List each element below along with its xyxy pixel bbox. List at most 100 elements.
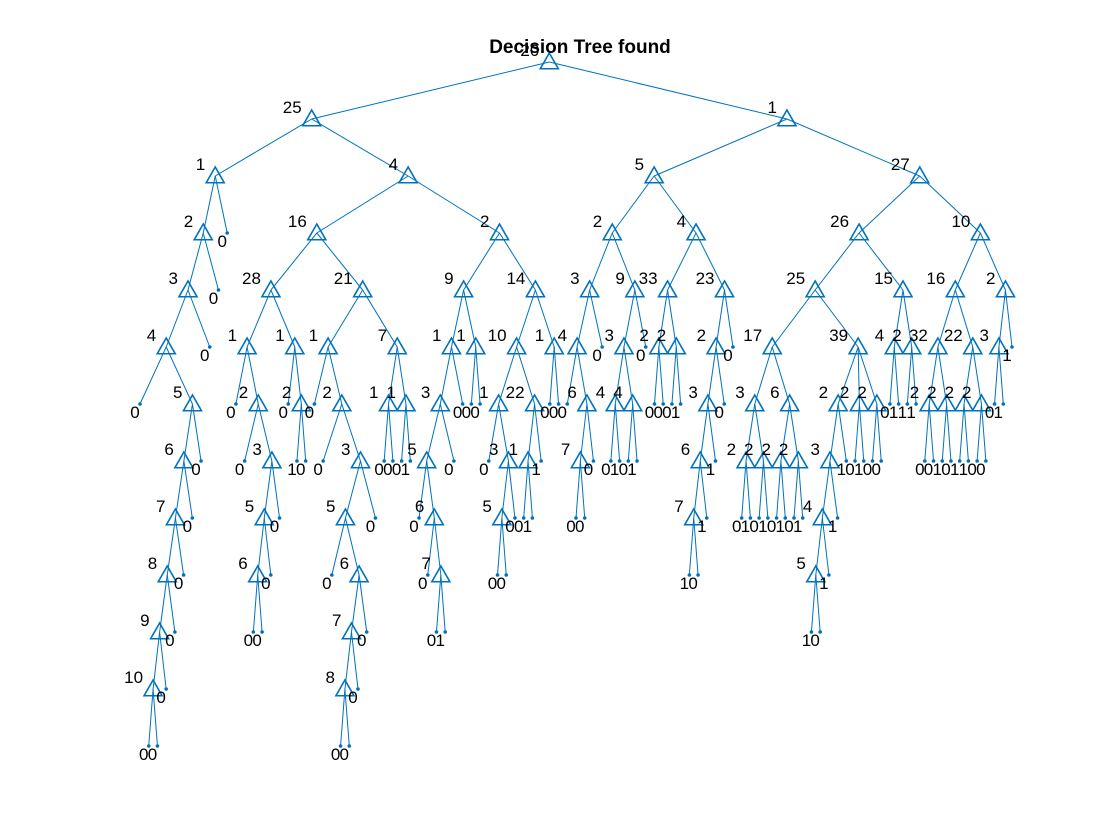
tree-edge bbox=[946, 403, 952, 462]
tree-edge bbox=[837, 403, 847, 462]
decision-node-label: 4 bbox=[596, 383, 605, 402]
tree-edge bbox=[634, 289, 647, 348]
tree-edge bbox=[893, 289, 904, 348]
decision-node-label: 5 bbox=[482, 497, 491, 516]
decision-node-label: 20 bbox=[520, 41, 539, 60]
leaf-node-marker bbox=[966, 459, 971, 463]
tree-edge bbox=[776, 460, 782, 519]
decision-node-marker bbox=[953, 393, 975, 412]
decision-node-marker bbox=[962, 336, 984, 355]
leaf-node-label: 1 bbox=[959, 460, 968, 479]
leaf-node-label: 0 bbox=[549, 403, 558, 422]
decision-node-label: 9 bbox=[444, 269, 453, 288]
tree-edge bbox=[762, 460, 769, 519]
leaf-node-label: 0 bbox=[488, 574, 497, 593]
leaf-node-label: 0 bbox=[165, 631, 174, 650]
decision-node-marker bbox=[260, 279, 282, 298]
leaf-node-marker bbox=[364, 630, 369, 634]
tree-edge bbox=[549, 61, 788, 120]
decision-node-label: 5 bbox=[796, 554, 805, 573]
leaf-node-label: 0 bbox=[427, 631, 436, 650]
tree-edge bbox=[214, 175, 228, 234]
decision-node-marker bbox=[643, 165, 665, 184]
decision-node-marker bbox=[423, 507, 445, 526]
leaf-node-label: 1 bbox=[287, 460, 296, 479]
leaf-node-marker bbox=[600, 345, 604, 349]
leaf-node-label: 1 bbox=[627, 460, 636, 479]
decision-node-label: 26 bbox=[830, 212, 849, 231]
leaf-node-marker bbox=[957, 459, 962, 463]
decision-node-label: 25 bbox=[283, 98, 302, 117]
leaf-node-marker bbox=[766, 516, 770, 520]
leaf-node-label: 1 bbox=[523, 517, 532, 536]
leaf-node-marker bbox=[478, 402, 482, 406]
leaf-node-marker bbox=[870, 459, 875, 463]
decision-node-marker bbox=[453, 279, 474, 298]
leaf-node-marker bbox=[888, 402, 892, 406]
leaf-node-marker bbox=[626, 459, 631, 463]
leaf-node-marker bbox=[670, 402, 674, 406]
decision-node-label: 2 bbox=[910, 383, 919, 402]
decision-node-marker bbox=[805, 564, 827, 583]
leaf-node-label: 1 bbox=[741, 517, 750, 536]
leaf-node-marker bbox=[1001, 402, 1006, 406]
decision-node-label: 2 bbox=[892, 326, 901, 345]
leaf-node-label: 0 bbox=[217, 232, 226, 251]
tree-edge bbox=[954, 289, 974, 348]
leaf-node-marker bbox=[434, 630, 439, 634]
decision-node-label: 3 bbox=[688, 383, 697, 402]
decision-node-marker bbox=[261, 450, 283, 469]
decision-node-marker bbox=[156, 564, 178, 583]
leaf-node-marker bbox=[190, 516, 195, 520]
leaf-node-label: 0 bbox=[244, 631, 253, 650]
decision-node-marker bbox=[787, 450, 809, 469]
leaf-node-marker bbox=[687, 573, 692, 577]
tree-edge bbox=[191, 403, 202, 462]
tree-edge bbox=[463, 289, 477, 348]
decision-node-marker bbox=[918, 393, 940, 412]
tree-edge bbox=[287, 346, 296, 405]
tree-edge bbox=[426, 460, 435, 519]
decision-node-marker bbox=[498, 450, 519, 469]
leaf-node-label: 1 bbox=[793, 517, 802, 536]
leaf-node-label: 0 bbox=[409, 517, 418, 536]
leaf-node-marker bbox=[713, 459, 718, 463]
tree-edge bbox=[202, 175, 216, 234]
leaf-node-marker bbox=[643, 345, 648, 349]
decision-node-marker bbox=[665, 336, 687, 355]
tree-edge bbox=[924, 403, 930, 462]
leaf-node-marker bbox=[800, 516, 805, 520]
leaf-node-label: 0 bbox=[313, 460, 322, 479]
tree-edge bbox=[667, 289, 677, 348]
decision-node-label: 6 bbox=[415, 497, 424, 516]
tree-edge bbox=[614, 346, 625, 405]
leaf-node-label: 0 bbox=[444, 460, 453, 479]
decision-node-marker bbox=[648, 336, 670, 355]
tree-edge bbox=[771, 346, 791, 405]
decision-node-marker bbox=[182, 393, 203, 412]
leaf-node-label: 1 bbox=[828, 517, 837, 536]
leaf-node-label: 0 bbox=[810, 631, 819, 650]
leaf-node-marker bbox=[661, 402, 665, 406]
decision-node-label: 4 bbox=[147, 326, 156, 345]
leaf-node-label: 0 bbox=[558, 403, 567, 422]
leaf-node-marker bbox=[138, 402, 142, 406]
leaf-node-label: 0 bbox=[967, 460, 976, 479]
decision-node-label: 1 bbox=[275, 326, 284, 345]
tree-edge bbox=[327, 289, 364, 348]
tree-edge bbox=[789, 403, 799, 462]
decision-node-label: 6 bbox=[770, 383, 779, 402]
decision-node-label: 23 bbox=[696, 269, 715, 288]
leaf-node-marker bbox=[705, 516, 709, 520]
leaf-node-marker bbox=[504, 573, 509, 577]
leaf-node-marker bbox=[330, 573, 334, 577]
leaf-node-label: 1 bbox=[819, 574, 828, 593]
tree-edge bbox=[341, 403, 361, 462]
decision-node-label: 33 bbox=[639, 269, 658, 288]
decision-node-label: 3 bbox=[570, 269, 579, 288]
decision-node-marker bbox=[352, 279, 374, 298]
tree-edge bbox=[316, 232, 364, 291]
tree-edge bbox=[627, 403, 634, 462]
tree-edge bbox=[754, 403, 764, 462]
leaf-node-label: 0 bbox=[514, 517, 523, 536]
